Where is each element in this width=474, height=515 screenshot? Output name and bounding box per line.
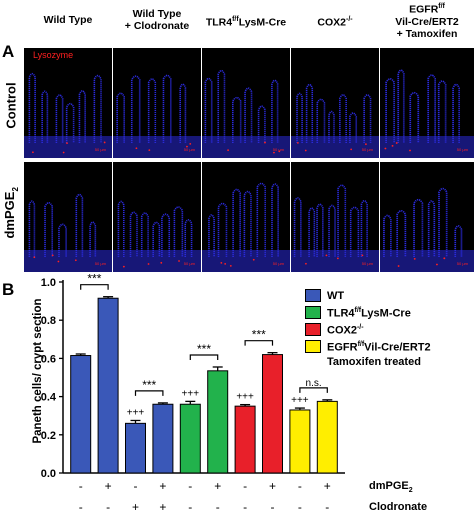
dmpge-sign-1: - xyxy=(79,479,83,493)
row-label-dmpge2-treatment: dmPGE2 xyxy=(369,480,413,495)
column-header-tlr4: TLR4f/fLysM-Cre xyxy=(205,16,287,29)
column-header-cox2: COX2-/- xyxy=(317,16,353,29)
legend-swatch-egfr xyxy=(305,340,321,353)
y-tick-label: 0.2 xyxy=(41,430,56,442)
clodronate-sign-6: - xyxy=(216,500,220,514)
clodronate-sign-2: - xyxy=(106,500,110,514)
scale-bar-label: 50 µm xyxy=(456,261,468,266)
legend: WT TLR4f/fLysM-Cre COX2-/- EGFRf/fVil-Cr… xyxy=(305,287,431,368)
micrograph-dmpge2-col-2: 50 µm xyxy=(113,162,201,272)
legend-item-cox2: COX2-/- xyxy=(305,321,431,338)
significance-label-5: n.s. xyxy=(306,378,322,389)
legend-item-wt: WT xyxy=(305,287,431,304)
significance-label-4: *** xyxy=(252,328,266,342)
scale-bar-label: 50 µm xyxy=(361,147,373,152)
y-tick-label: 0.6 xyxy=(41,353,56,365)
clodronate-sign-1: - xyxy=(79,500,83,514)
y-tick-label: 0.4 xyxy=(41,392,57,404)
dmpge-sign-8: + xyxy=(269,479,276,493)
column-header-wild-type: Wild Type xyxy=(43,14,93,26)
y-tick-label: 1.0 xyxy=(41,277,56,289)
micrograph-dmpge2-col-3: 50 µm xyxy=(202,162,290,272)
significance-label-1: *** xyxy=(87,272,101,286)
micrograph-control-col-4: 50 µm xyxy=(291,48,379,158)
significance-bracket-1 xyxy=(80,284,109,290)
bar-8 xyxy=(262,354,283,474)
bar-4 xyxy=(152,403,174,474)
scale-bar-label: 50 µm xyxy=(456,147,468,152)
clodronate-sign-5: - xyxy=(188,500,192,514)
bar-6 xyxy=(207,370,229,474)
significance-bracket-5 xyxy=(299,387,328,393)
significance-bracket-4 xyxy=(244,340,274,346)
scale-bar-label: 50 µm xyxy=(272,147,284,152)
y-axis-label: Paneth cells/ crypt section xyxy=(32,298,44,444)
dmpge-sign-5: - xyxy=(188,479,192,493)
scale-bar-label: 50 µm xyxy=(272,261,284,266)
panel-b-letter: B xyxy=(2,280,15,299)
row-label-clodronate: Clodronate xyxy=(369,501,428,513)
scale-bar-label: 50 µm xyxy=(183,261,195,266)
stain-label-lysozyme: Lysozyme xyxy=(33,50,74,60)
micrograph-control-col-5: 50 µm xyxy=(380,48,474,158)
clodronate-sign-10: - xyxy=(325,500,329,514)
legend-item-tlr4: TLR4f/fLysM-Cre xyxy=(305,304,431,321)
dmpge-sign-7: - xyxy=(243,479,247,493)
plus-mark-1: +++ xyxy=(127,407,145,418)
clodronate-sign-4: + xyxy=(159,500,166,514)
micrograph-control-col-3: 50 µm xyxy=(202,48,290,158)
scale-bar-label: 50 µm xyxy=(361,261,373,266)
y-tick-label: 0.0 xyxy=(41,468,56,480)
dmpge-sign-6: + xyxy=(214,479,221,493)
significance-label-3: *** xyxy=(197,342,211,356)
clodronate-sign-8: - xyxy=(271,500,275,514)
micrograph-control-col-2: 50 µm xyxy=(113,48,201,158)
bar-5 xyxy=(179,403,201,474)
clodronate-sign-7: - xyxy=(243,500,247,514)
legend-swatch-tlr4 xyxy=(305,306,321,319)
bar-7 xyxy=(234,405,256,474)
column-header-egfr: EGFRf/f Vil-Cre/ERT2 + Tamoxifen xyxy=(395,3,459,40)
dmpge-sign-4: + xyxy=(159,479,166,493)
panel-a-letter: A xyxy=(2,42,15,61)
bar-1 xyxy=(70,355,92,474)
significance-bracket-2 xyxy=(134,390,164,396)
bar-9 xyxy=(289,409,311,474)
significance-label-2: *** xyxy=(142,378,156,392)
legend-swatch-cox2 xyxy=(305,323,321,336)
scale-bar-label: 50 µm xyxy=(94,147,106,152)
dmpge-sign-10: + xyxy=(324,479,331,493)
dmpge-sign-3: - xyxy=(134,479,138,493)
scale-bar-label: 50 µm xyxy=(94,261,106,266)
scale-bar-label: 50 µm xyxy=(183,147,195,152)
column-header-wild-type-clodronate: Wild Type + Clodronate xyxy=(124,8,190,32)
bar-2 xyxy=(97,297,119,474)
plus-mark-2: +++ xyxy=(182,388,200,399)
legend-item-egfr: EGFRf/fVil-Cre/ERT2 Tamoxifen treated xyxy=(305,338,431,368)
micrograph-dmpge2-col-4: 50 µm xyxy=(291,162,379,272)
micrograph-dmpge2-col-1: 50 µm xyxy=(24,162,112,272)
micrograph-dmpge2-col-5: 50 µm xyxy=(380,162,474,272)
y-tick-label: 0.8 xyxy=(41,315,56,327)
clodronate-sign-9: - xyxy=(298,500,302,514)
plus-mark-4: +++ xyxy=(291,395,309,406)
bar-3 xyxy=(125,422,146,474)
dmpge-sign-9: - xyxy=(298,479,302,493)
clodronate-sign-3: + xyxy=(132,500,139,514)
significance-bracket-3 xyxy=(189,354,219,360)
plus-mark-3: +++ xyxy=(236,392,254,403)
dmpge-sign-2: + xyxy=(105,479,112,493)
micrograph-control-col-1: 50 µm Lysozyme xyxy=(24,48,112,158)
legend-swatch-wt xyxy=(305,289,321,302)
bar-10 xyxy=(316,400,338,474)
